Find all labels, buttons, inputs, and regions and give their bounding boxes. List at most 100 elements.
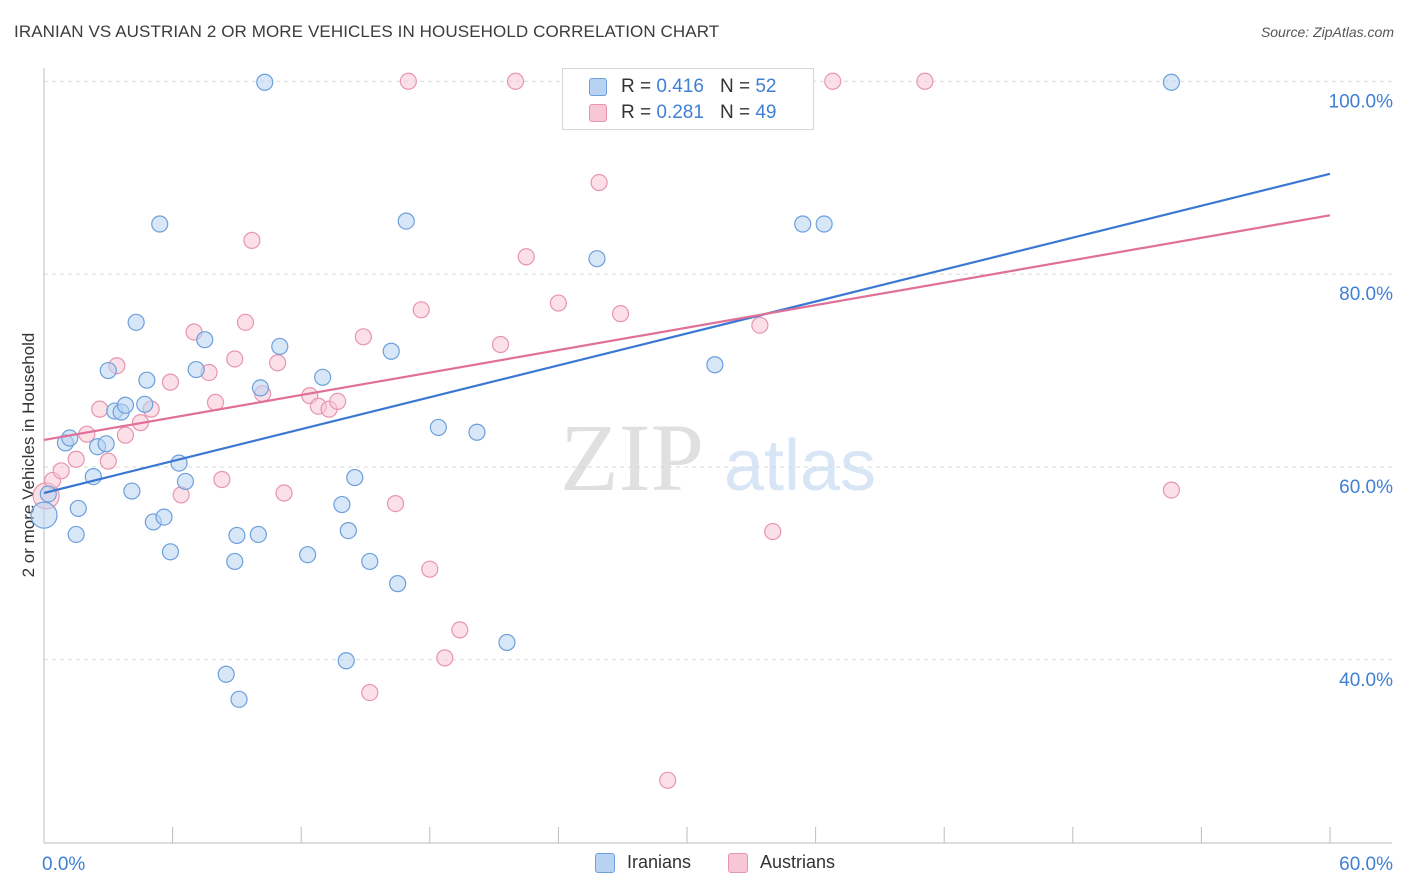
iranian-point xyxy=(299,546,317,564)
iranian-point xyxy=(588,250,606,268)
iranian-point xyxy=(39,485,57,503)
iranian-point xyxy=(314,368,332,386)
iranian-point xyxy=(271,337,289,356)
iranian-point xyxy=(187,360,205,379)
y-tick-label: 80.0% xyxy=(1339,284,1393,305)
legend-r-label: R = xyxy=(621,102,652,123)
iranian-point xyxy=(136,395,154,413)
austrian-point xyxy=(751,316,769,334)
tick-labels: 40.0% 60.0% 80.0% 100.0% 0.0% 60.0% xyxy=(42,91,1393,875)
iranian-point xyxy=(123,482,141,500)
series-iranians xyxy=(30,73,1180,708)
austrian-point xyxy=(399,72,417,90)
austrian-point xyxy=(517,248,535,266)
x-tick-label: 0.0% xyxy=(42,854,85,875)
austrian-point xyxy=(329,392,347,410)
watermark: ZIP atlas xyxy=(560,404,876,511)
trend-lines xyxy=(43,172,1331,495)
iranian-point xyxy=(151,215,169,233)
iranian-point xyxy=(161,543,180,561)
iranian-point xyxy=(155,508,173,526)
austrian-point xyxy=(590,173,608,192)
austrian-point xyxy=(506,72,525,90)
correlation-legend: R = 0.416 N = 52 R = 0.281 N = 49 xyxy=(562,68,814,130)
austrian-point xyxy=(436,649,454,667)
series-legend: Iranians Austrians xyxy=(0,852,1406,876)
austrian-point xyxy=(916,72,934,90)
legend-swatch-iranians xyxy=(589,78,607,96)
iranian-point xyxy=(97,435,115,453)
austrian-point xyxy=(386,495,405,513)
austrian-point xyxy=(659,771,677,789)
y-tick-label: 60.0% xyxy=(1339,477,1393,498)
iranian-point xyxy=(251,379,270,397)
legend-n-label: N = xyxy=(719,76,751,97)
iranian-point xyxy=(339,521,357,540)
austrian-point xyxy=(91,400,109,418)
legend-r-value: 0.416 xyxy=(656,76,704,97)
iranian-point xyxy=(127,313,145,331)
austrian-point xyxy=(1162,481,1180,499)
iranian-point xyxy=(389,575,407,593)
iranian-point xyxy=(346,468,364,487)
austrian-point xyxy=(451,621,469,639)
austrian-point xyxy=(243,231,261,249)
legend-row-iranians: R = 0.416 N = 52 xyxy=(589,74,776,100)
iranian-point xyxy=(217,665,235,683)
iranians-trend-line xyxy=(43,172,1331,495)
iranian-point xyxy=(256,73,274,91)
legend-label-austrians: Austrians xyxy=(760,852,836,872)
austrian-point xyxy=(236,313,255,331)
austrian-point xyxy=(52,462,70,480)
iranian-point xyxy=(361,552,379,571)
watermark-zip: ZIP xyxy=(560,404,704,511)
austrian-point xyxy=(549,294,568,312)
legend-n-value: 49 xyxy=(755,102,777,123)
austrian-point xyxy=(491,335,510,354)
austrian-point xyxy=(764,522,782,541)
iranian-point xyxy=(815,215,833,233)
iranian-point xyxy=(498,633,516,652)
austrians-trend-line xyxy=(43,214,1331,442)
austrian-point xyxy=(67,450,85,468)
iranian-point xyxy=(67,525,85,544)
source-label: Source: ZipAtlas.com xyxy=(1260,24,1394,40)
iranian-point xyxy=(30,501,58,529)
y-tick-label: 100.0% xyxy=(1329,91,1394,112)
austrian-point xyxy=(611,305,630,323)
iranian-point xyxy=(333,495,351,514)
austrian-point xyxy=(99,452,117,470)
legend-n-label: N = xyxy=(719,102,751,123)
austrian-point xyxy=(354,328,372,346)
legend-item-austrians[interactable]: Austrians xyxy=(728,852,835,873)
austrian-point xyxy=(275,484,293,502)
austrian-point xyxy=(213,470,231,489)
legend-swatch-austrians xyxy=(728,852,748,873)
iranian-point xyxy=(176,472,195,491)
legend-swatch-iranians xyxy=(595,852,615,873)
iranian-point xyxy=(69,499,87,518)
austrian-point xyxy=(421,560,439,578)
iranian-point xyxy=(794,215,812,233)
austrian-point xyxy=(116,426,135,444)
chart-title: IRANIAN VS AUSTRIAN 2 OR MORE VEHICLES I… xyxy=(14,22,720,41)
iranian-point xyxy=(397,212,415,230)
iranian-point xyxy=(61,429,79,447)
iranian-point xyxy=(706,356,724,374)
iranian-point xyxy=(337,652,355,670)
iranian-point xyxy=(226,552,244,571)
iranian-point xyxy=(138,371,156,389)
legend-item-iranians[interactable]: Iranians xyxy=(595,852,691,873)
iranian-point xyxy=(228,526,246,545)
iranian-point xyxy=(429,418,447,437)
watermark-atlas: atlas xyxy=(724,426,876,506)
iranian-point xyxy=(1162,73,1180,91)
legend-swatch-austrians xyxy=(589,104,607,122)
austrian-point xyxy=(269,354,287,372)
x-tick-label: 60.0% xyxy=(1339,854,1393,875)
austrian-point xyxy=(361,683,379,702)
y-tick-label: 40.0% xyxy=(1339,670,1393,691)
austrian-point xyxy=(412,301,430,319)
legend-label-iranians: Iranians xyxy=(627,852,692,872)
